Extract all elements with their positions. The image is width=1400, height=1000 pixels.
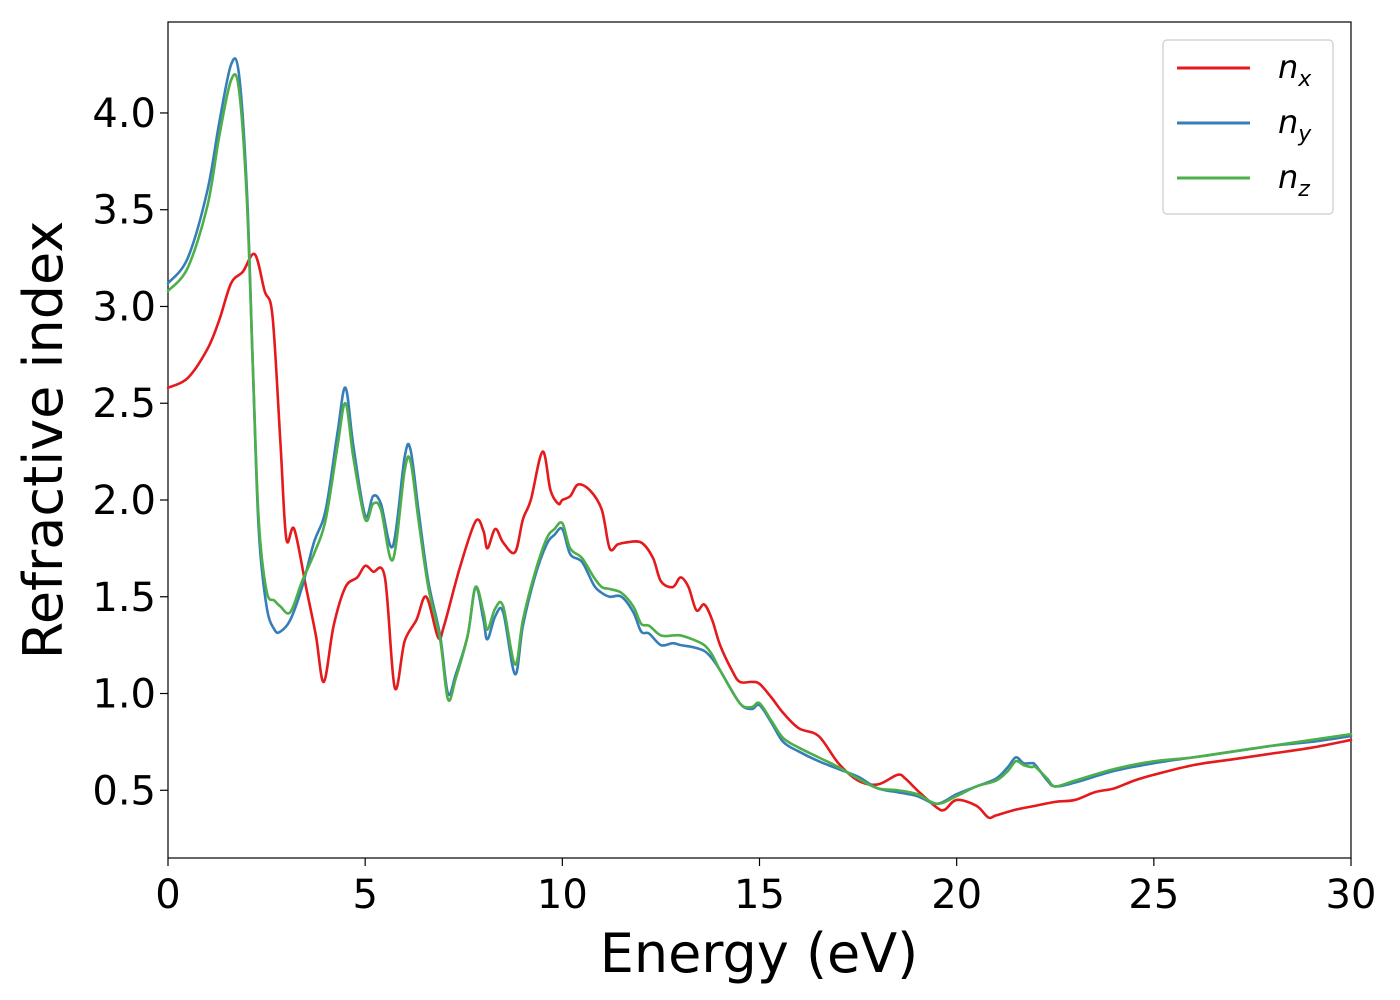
plot-area	[166, 21, 1353, 859]
legend-label-nz: nz	[1278, 158, 1310, 202]
legend-label-base: n	[1278, 103, 1298, 141]
y-tick-label: 2.0	[92, 478, 156, 524]
legend-label-base: n	[1278, 158, 1298, 196]
y-axis-ticks: 0.5 1.0 1.5 2.0 2.5 3.0 3.5 4.0	[92, 91, 168, 814]
y-tick-label: 1.0	[92, 672, 156, 718]
x-tick-label: 15	[734, 872, 785, 918]
x-tick-label: 0	[155, 872, 180, 918]
legend-label-nx: nx	[1278, 48, 1312, 92]
series-line-nz	[166, 73, 1353, 806]
x-tick-label: 25	[1128, 872, 1179, 918]
x-tick-label: 5	[352, 872, 377, 918]
series-layer	[166, 57, 1353, 820]
plot-frame	[167, 21, 1352, 859]
x-tick-label: 10	[537, 872, 588, 918]
legend-label-subscript: y	[1297, 122, 1312, 147]
y-tick-label: 1.5	[92, 575, 156, 621]
legend-box	[1162, 39, 1334, 215]
y-tick-label: 3.0	[92, 284, 156, 330]
x-tick-label: 20	[931, 872, 982, 918]
legend-label-subscript: z	[1297, 177, 1310, 202]
series-line-nx	[166, 252, 1353, 820]
y-axis-label: Refractive index	[12, 221, 75, 660]
x-axis-ticks: 0 5 10 15 20 25 30	[155, 858, 1376, 918]
x-tick-label: 30	[1326, 872, 1377, 918]
legend-label-ny: ny	[1278, 103, 1312, 147]
legend-label-subscript: x	[1297, 67, 1312, 92]
y-tick-label: 2.5	[92, 381, 156, 427]
y-tick-label: 0.5	[92, 768, 156, 814]
y-tick-label: 3.5	[92, 188, 156, 234]
x-axis-label: Energy (eV)	[600, 922, 919, 985]
y-tick-label: 4.0	[92, 91, 156, 137]
legend-label-base: n	[1278, 48, 1298, 86]
